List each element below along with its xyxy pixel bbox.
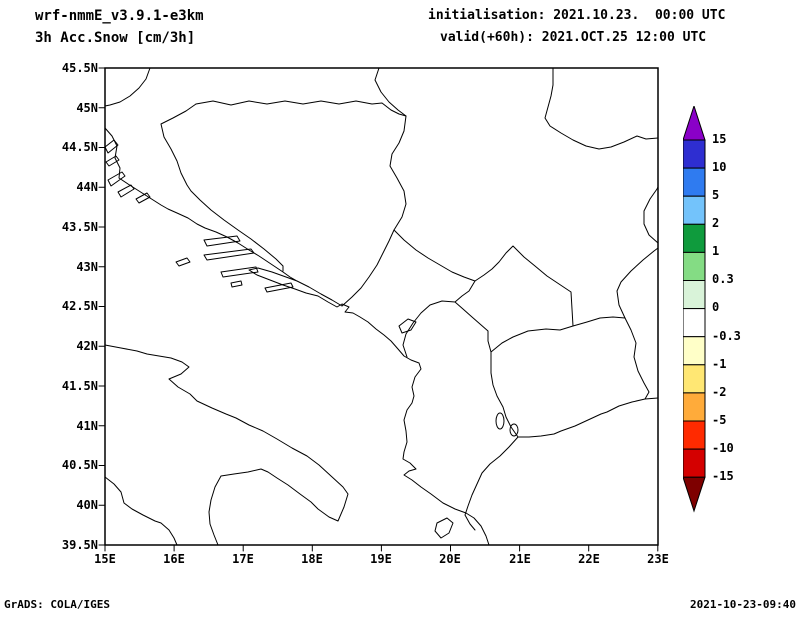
- island-hvar: [203, 248, 255, 261]
- colorbar-segment: [683, 195, 706, 225]
- lon-axis-label: 17E: [232, 552, 254, 566]
- border-bosnia-north-sava: [195, 100, 407, 117]
- island-zadar-1: [105, 155, 120, 167]
- colorbar-segment: [683, 364, 706, 394]
- lon-axis-label: 19E: [370, 552, 392, 566]
- colorbar-segment: [683, 336, 706, 366]
- colorbar-segment: [683, 223, 706, 253]
- colorbar: [683, 106, 706, 513]
- colorbar-tick-label: 15: [712, 132, 727, 146]
- lat-axis-ticks: [98, 67, 106, 546]
- lat-axis-label: 40.5N: [61, 458, 98, 472]
- colorbar-tick-label: -10: [712, 441, 734, 455]
- init-time: initialisation: 2021.10.23. 00:00 UTC: [428, 8, 726, 23]
- colorbar-segment: [683, 280, 706, 310]
- colorbar-segment: [683, 420, 706, 450]
- lat-axis-label: 39.5N: [61, 538, 98, 552]
- island-lastovo: [230, 280, 243, 288]
- lat-axis-label: 45N: [76, 101, 98, 115]
- lat-axis-label: 42N: [76, 339, 98, 353]
- lon-axis-label: 20E: [439, 552, 461, 566]
- lat-axis-label: 44N: [76, 180, 98, 194]
- border-dubrovnik-strip: [296, 280, 343, 307]
- lat-axis-label: 43N: [76, 260, 98, 274]
- colorbar-tick-label: 0.3: [712, 272, 734, 286]
- colorbar-tick-label: -15: [712, 469, 734, 483]
- product-title: 3h Acc.Snow [cm/3h]: [35, 30, 196, 46]
- grads-credit: GrADS: COLA/IGES: [4, 598, 110, 611]
- island-vis: [175, 257, 191, 267]
- lake-prespa: [509, 423, 519, 437]
- map-frame: [104, 67, 659, 546]
- border-kosovo: [454, 245, 574, 353]
- island-korcula: [220, 266, 259, 278]
- lat-axis-label: 43.5N: [61, 220, 98, 234]
- plot-timestamp: 2021-10-23-09:40: [690, 598, 796, 611]
- coastline-east-adriatic: [104, 127, 490, 546]
- colorbar-tick-label: 0: [712, 300, 720, 314]
- lon-axis-ticks: [104, 544, 659, 552]
- colorbar-tick-label: -0.3: [712, 329, 741, 343]
- lat-axis-label: 40N: [76, 498, 98, 512]
- lon-axis-label: 18E: [301, 552, 323, 566]
- border-macedonia-bulgaria: [624, 317, 650, 400]
- island-mljet: [264, 282, 294, 293]
- colorbar-segment: [683, 392, 706, 422]
- border-croatia-serbia: [374, 67, 407, 117]
- colorbar-segment: [683, 167, 706, 197]
- border-serbia-macedonia: [572, 316, 626, 327]
- lon-axis-label: 16E: [163, 552, 185, 566]
- border-montenegro-albania: [402, 300, 456, 358]
- colorbar-tick-label: -1: [712, 357, 727, 371]
- island-zadar-2: [135, 192, 151, 204]
- lon-axis-label: 22E: [578, 552, 600, 566]
- lake-scutari: [398, 318, 417, 334]
- border-slovenia-croatia: [104, 67, 151, 107]
- border-bosnia-montenegro: [341, 229, 395, 307]
- colorbar-tick-label: 2: [712, 216, 720, 230]
- colorbar-tick-label: -2: [712, 385, 727, 399]
- lake-ohrid: [495, 412, 505, 430]
- lon-axis-label: 21E: [509, 552, 531, 566]
- border-serbia-bulgaria-south: [616, 247, 659, 319]
- colorbar-tick-label: 5: [712, 188, 720, 202]
- island-corfu: [434, 517, 454, 539]
- colorbar-tick-label: 10: [712, 160, 727, 174]
- border-macedonia-greece: [517, 397, 659, 438]
- border-serbia-bulgaria-north: [643, 186, 659, 244]
- colorbar-segment: [683, 448, 706, 478]
- border-serbia-romania-danube: [544, 67, 659, 150]
- lat-axis-label: 42.5N: [61, 299, 98, 313]
- border-albania-greece: [464, 436, 519, 531]
- island-brac: [203, 235, 241, 247]
- lat-axis-label: 44.5N: [61, 140, 98, 154]
- colorbar-segment: [683, 251, 706, 281]
- lat-axis-label: 41N: [76, 419, 98, 433]
- border-croatia-bosnia: [160, 103, 284, 272]
- island-pag: [104, 139, 119, 154]
- border-serbia-montenegro: [393, 229, 476, 282]
- border-bosnia-serbia-drina: [389, 115, 407, 231]
- lat-axis-label: 45.5N: [61, 61, 98, 75]
- coastline-italy-east: [104, 344, 349, 546]
- lat-axis-label: 41.5N: [61, 379, 98, 393]
- island-dugi-otok: [107, 171, 126, 187]
- colorbar-segment: [683, 308, 706, 338]
- colorbar-segment: [683, 139, 706, 169]
- colorbar-tick-label: -5: [712, 413, 727, 427]
- colorbar-arrow-up: [683, 106, 706, 141]
- coastline-italy-west: [104, 476, 178, 546]
- lon-axis-label: 15E: [94, 552, 116, 566]
- border-macedonia-albania: [490, 351, 519, 438]
- colorbar-arrow-down: [683, 476, 706, 513]
- valid-time: valid(+60h): 2021.OCT.25 12:00 UTC: [440, 30, 707, 45]
- lon-axis-label: 23E: [647, 552, 669, 566]
- island-kornati: [117, 184, 135, 198]
- colorbar-tick-label: 1: [712, 244, 720, 258]
- model-title: wrf-nmmE_v3.9.1-e3km: [35, 8, 204, 24]
